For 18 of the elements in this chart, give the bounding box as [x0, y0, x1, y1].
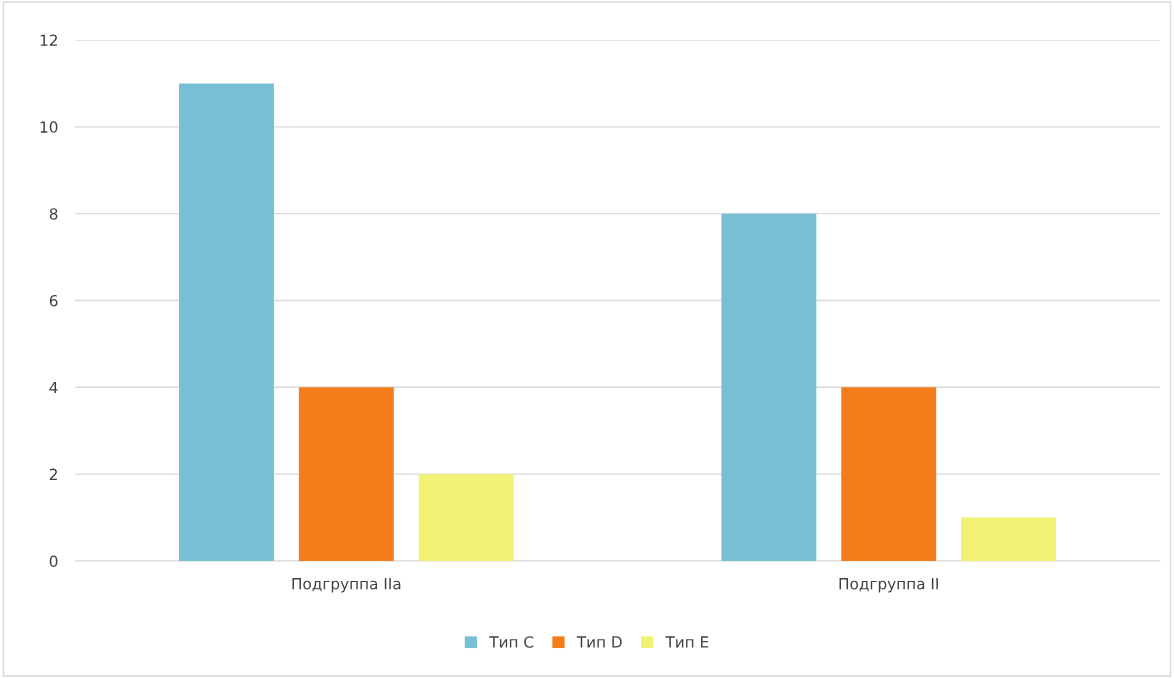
y-tick-label: 12 [40, 34, 57, 46]
x-tick-label: Подгруппа IIa [292, 578, 401, 593]
legend-label: Тип D [576, 636, 622, 648]
bar [179, 83, 274, 561]
bar [961, 517, 1057, 561]
y-tick-label: 10 [40, 121, 58, 133]
legend-label: Тип E [665, 636, 709, 648]
y-tick-label: 8 [49, 208, 58, 220]
x-tick-label: Подгруппа II [839, 578, 938, 593]
bar [298, 387, 394, 561]
y-tick-label: 6 [49, 294, 58, 307]
y-tick-label: 4 [49, 381, 58, 394]
bar [721, 213, 817, 561]
y-tick-label: 2 [49, 468, 57, 480]
bar [841, 387, 937, 561]
bar [418, 474, 514, 561]
y-tick-label: 0 [49, 555, 58, 567]
legend-label: Тип C [489, 636, 534, 648]
